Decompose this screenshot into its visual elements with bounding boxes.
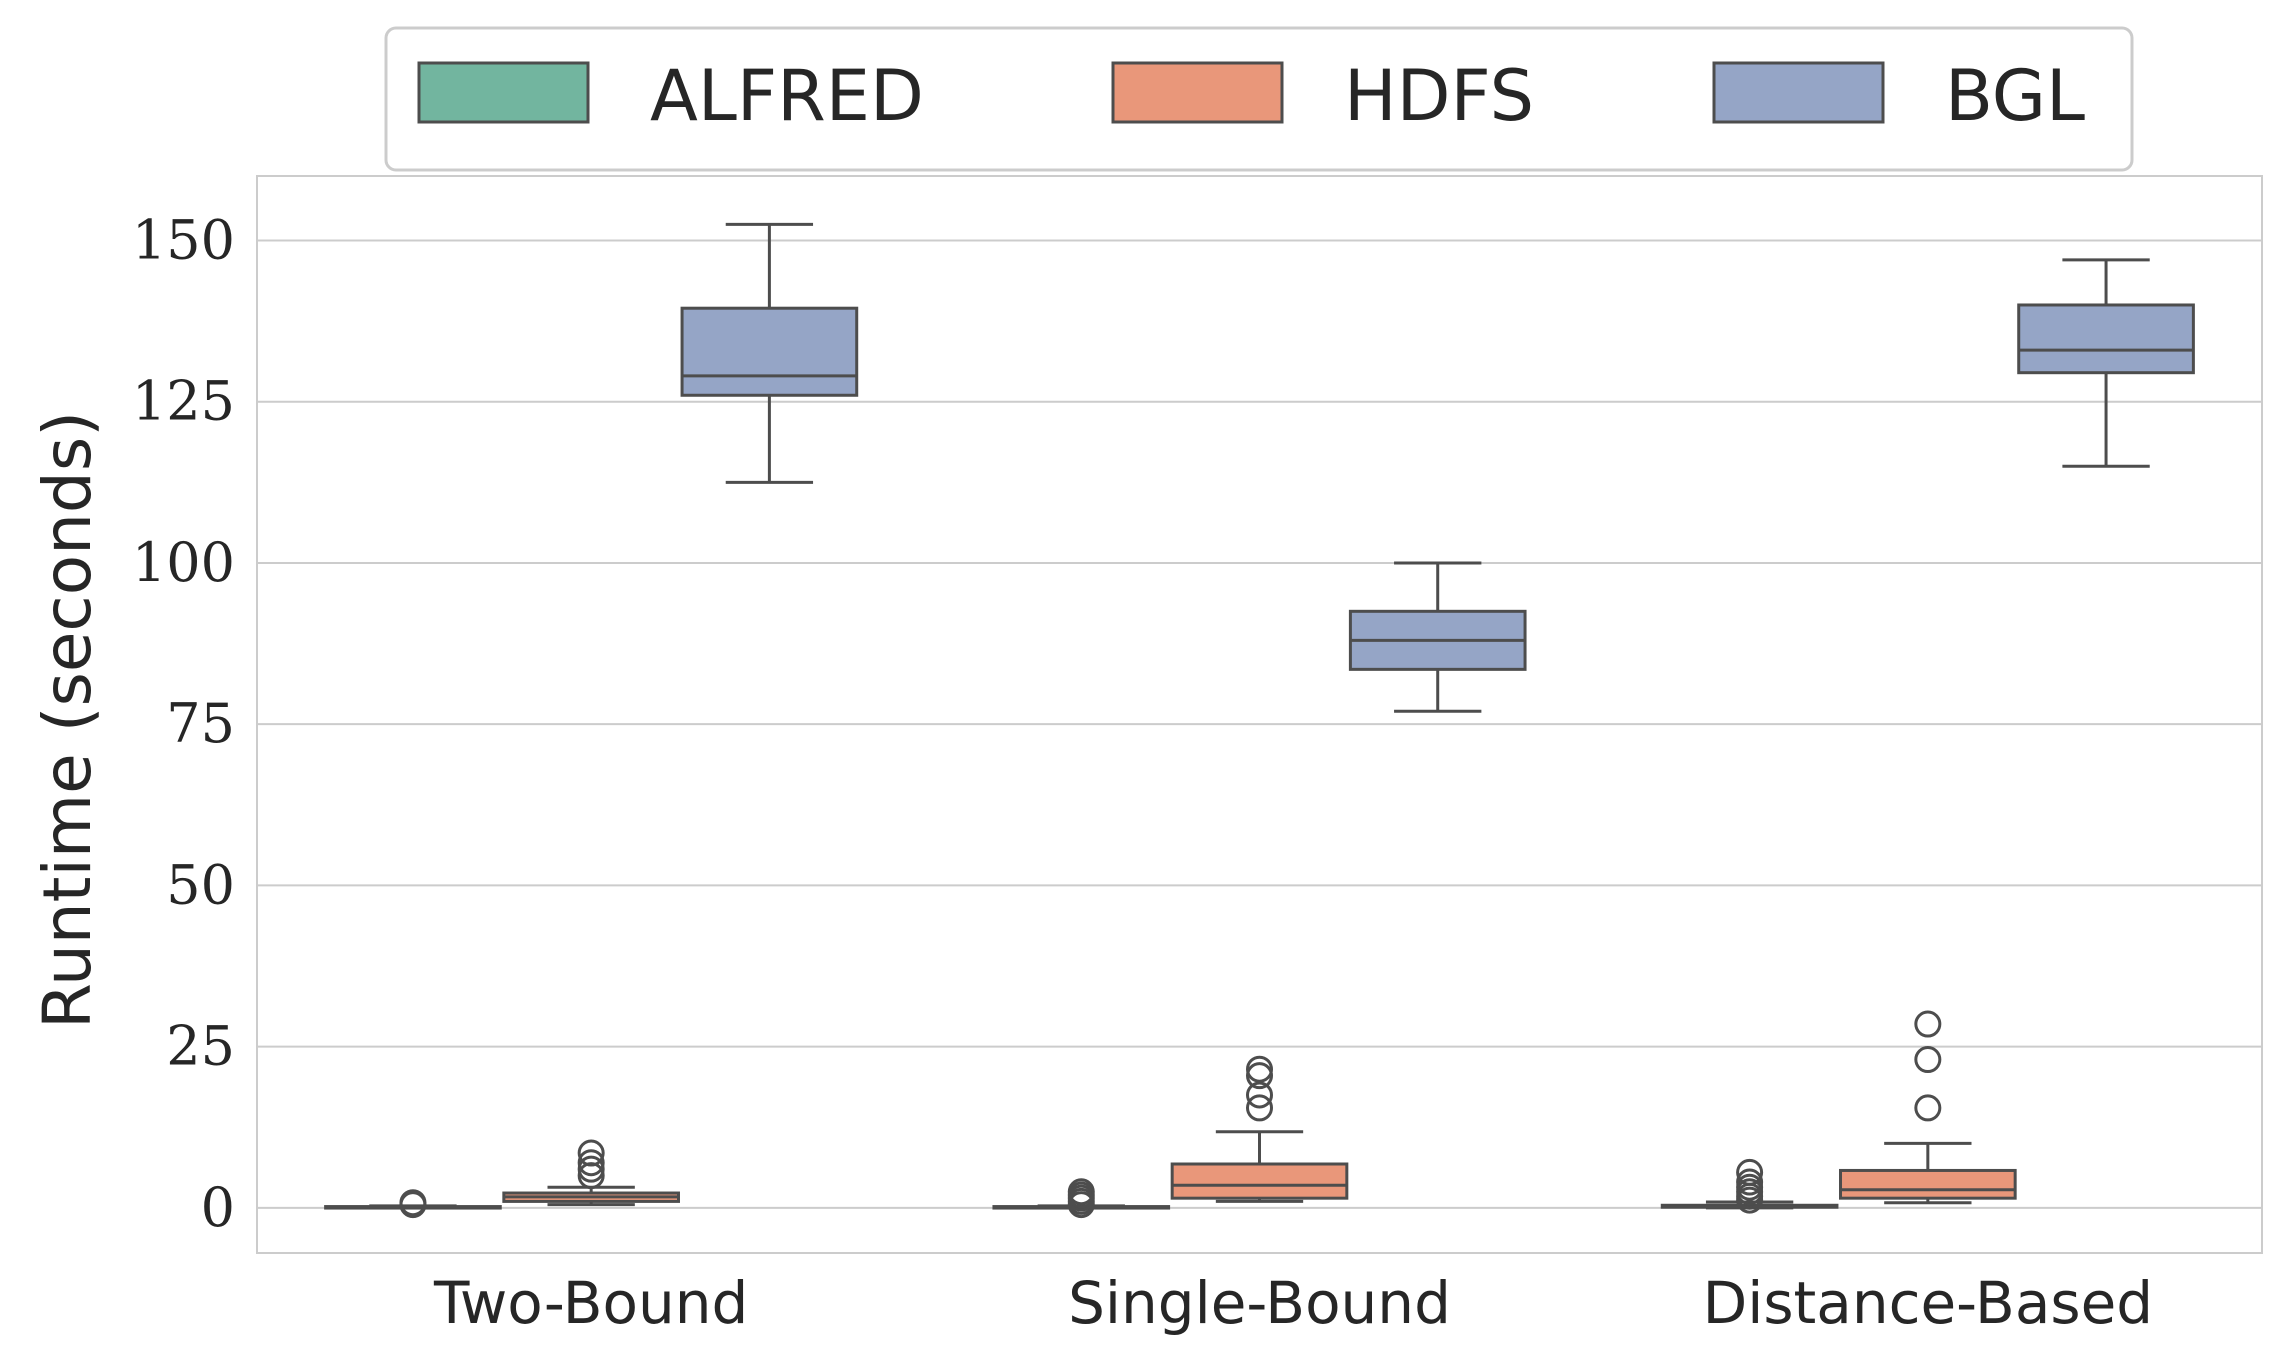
outlier-point bbox=[1914, 1094, 1942, 1122]
outlier-point bbox=[1246, 1055, 1273, 1083]
box-iqr bbox=[2017, 303, 2195, 375]
legend-item-alfred: ALFRED bbox=[417, 55, 924, 137]
plot-area-frame bbox=[256, 175, 2263, 1254]
x-tick-label: Two-Bound bbox=[433, 1269, 748, 1337]
outlier-point bbox=[1067, 1178, 1095, 1206]
box-bgl bbox=[680, 222, 859, 484]
boxes bbox=[324, 222, 2195, 1219]
box-bgl bbox=[2017, 258, 2195, 468]
x-tick-label: Distance-Based bbox=[1703, 1269, 2154, 1337]
box-iqr bbox=[1839, 1168, 2017, 1200]
box-iqr bbox=[680, 306, 859, 397]
outlier-point bbox=[399, 1189, 427, 1217]
legend-label: BGL bbox=[1945, 55, 2085, 137]
outlier-point bbox=[577, 1139, 605, 1167]
outlier-point bbox=[1246, 1094, 1273, 1122]
outlier-point bbox=[1246, 1081, 1273, 1109]
y-tick-label: 25 bbox=[166, 1015, 235, 1078]
outlier-point bbox=[577, 1155, 605, 1183]
outlier-point bbox=[1246, 1062, 1273, 1090]
grid-lines bbox=[257, 239, 2262, 1209]
legend-swatch bbox=[1712, 61, 1885, 124]
y-tick-label: 125 bbox=[132, 370, 235, 433]
legend-swatch bbox=[1111, 61, 1284, 124]
box-hdfs bbox=[502, 1139, 680, 1207]
box-iqr bbox=[1170, 1162, 1349, 1200]
y-axis-title: Runtime (seconds) bbox=[29, 411, 106, 1029]
outlier-point bbox=[577, 1149, 605, 1177]
legend-item-hdfs: HDFS bbox=[1111, 55, 1534, 137]
y-tick-label: 0 bbox=[201, 1176, 235, 1239]
box-hdfs bbox=[1170, 1055, 1349, 1203]
box-bgl bbox=[1348, 561, 1527, 713]
y-tick-label: 100 bbox=[132, 531, 235, 594]
outlier-point bbox=[1736, 1158, 1764, 1186]
box-alfred bbox=[1660, 1158, 1839, 1214]
x-axis-ticks: Two-Bound Single-Bound Distance-Based bbox=[433, 1269, 2153, 1337]
legend-label: HDFS bbox=[1344, 55, 1534, 137]
legend-label: ALFRED bbox=[650, 55, 924, 137]
box-alfred bbox=[324, 1189, 502, 1219]
outlier-point bbox=[1736, 1168, 1764, 1196]
y-tick-label: 75 bbox=[166, 692, 235, 755]
box-hdfs bbox=[1839, 1010, 2017, 1205]
outlier-point bbox=[1914, 1010, 1942, 1038]
y-tick-label: 50 bbox=[166, 853, 235, 916]
y-tick-label: 150 bbox=[132, 208, 235, 271]
box-alfred bbox=[992, 1178, 1171, 1219]
legend-item-bgl: BGL bbox=[1712, 55, 2085, 137]
legend-swatch bbox=[417, 61, 590, 124]
y-axis-ticks: 0 25 50 75 100 125 150 bbox=[132, 208, 235, 1238]
x-tick-label: Single-Bound bbox=[1068, 1269, 1451, 1337]
legend: ALFRED HDFS BGL bbox=[384, 26, 2134, 172]
outlier-point bbox=[1914, 1046, 1942, 1074]
